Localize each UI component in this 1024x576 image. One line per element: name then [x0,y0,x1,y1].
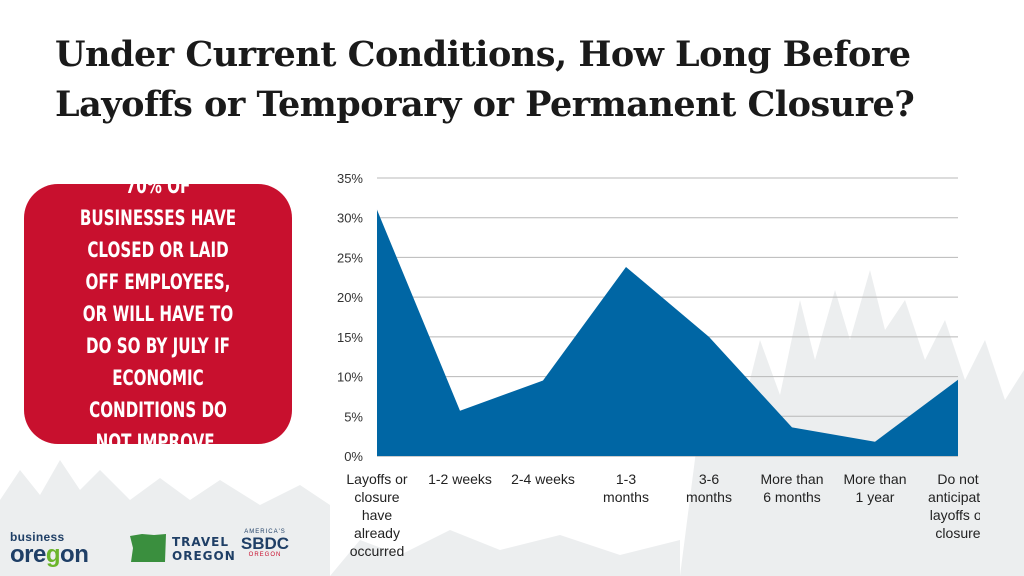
x-category-label-line: months [686,489,732,505]
oregon-state-icon [130,534,166,562]
x-category-label-4: 3-6 months [686,471,732,505]
slide-title: Under Current Conditions, How Long Befor… [55,30,1015,130]
x-category-label-line: Do not [937,471,978,487]
business-oregon-logo: business oregon [10,530,115,568]
x-category-label-line: 1-3 [616,471,636,487]
y-tick-label-0: 0% [344,449,363,464]
x-category-label-line: closure [354,489,399,505]
callout-box: 70% of businesses have closed or laid of… [24,174,292,454]
x-category-label-line: have [362,507,393,523]
x-category-label-line: anticipate [928,489,980,505]
callout-text: 70% of businesses have closed or laid of… [79,174,237,454]
x-category-label-5: More than 6 months [760,471,823,505]
logo-word-part-a: ore [10,541,46,568]
x-category-label-line: closure [935,525,980,541]
x-category-label-7: Do not anticipate layoffs or closure [928,471,980,541]
x-category-label-line: 2-4 weeks [511,471,575,487]
x-category-label-line: layoffs or [930,507,980,523]
x-category-label-3: 1-3 months [603,471,649,505]
travel-oregon-text-2: OREGON [172,549,236,563]
y-tick-label-3: 15% [337,330,363,345]
business-oregon-logo-top: business [10,530,65,544]
x-category-label-line: More than [843,471,906,487]
x-category-label-line: 3-6 [699,471,719,487]
travel-oregon-logo: TRAVEL OREGON [128,532,235,566]
x-category-label-line: Layoffs or [346,471,408,487]
x-category-label-6: More than 1 year [843,471,906,505]
y-tick-label-4: 20% [337,290,363,305]
x-category-label-2: 2-4 weeks [511,471,575,487]
area-chart: 0% 5% 10% 15% 20% 25% 30% 35% Layoffs or closure h… [337,171,980,559]
x-category-label-line: 6 months [763,489,821,505]
sbdc-logo: AMERICA'S SBDC OREGON [236,529,294,569]
x-category-label-line: 1-2 weeks [428,471,492,487]
sbdc-logo-top: AMERICA'S [244,529,286,535]
x-category-label-line: occurred [350,543,404,559]
title-line-2: Layoffs or Temporary or Permanent Closur… [55,84,915,125]
business-oregon-logo-word: oregon [10,541,115,568]
logo-word-part-c: on [60,541,89,568]
title-line-1: Under Current Conditions, How Long Befor… [55,34,911,75]
y-tick-label-5: 25% [337,250,363,265]
x-category-label-line: already [354,525,400,541]
x-category-label-line: 1 year [856,489,895,505]
x-category-label-1: 1-2 weeks [428,471,492,487]
y-tick-label-2: 10% [337,370,363,385]
area-series [377,209,958,456]
x-category-label-line: More than [760,471,823,487]
x-category-label-0: Layoffs or closure have already occurred [346,471,408,559]
x-category-label-line: months [603,489,649,505]
sbdc-logo-main: SBDC [240,534,290,553]
y-tick-label-7: 35% [337,171,363,186]
y-tick-label-6: 30% [337,211,363,226]
travel-oregon-text-1: TRAVEL [172,535,230,549]
logo-word-part-b: g [45,541,61,568]
y-tick-label-1: 5% [344,409,363,424]
sbdc-logo-bottom: OREGON [248,552,282,558]
